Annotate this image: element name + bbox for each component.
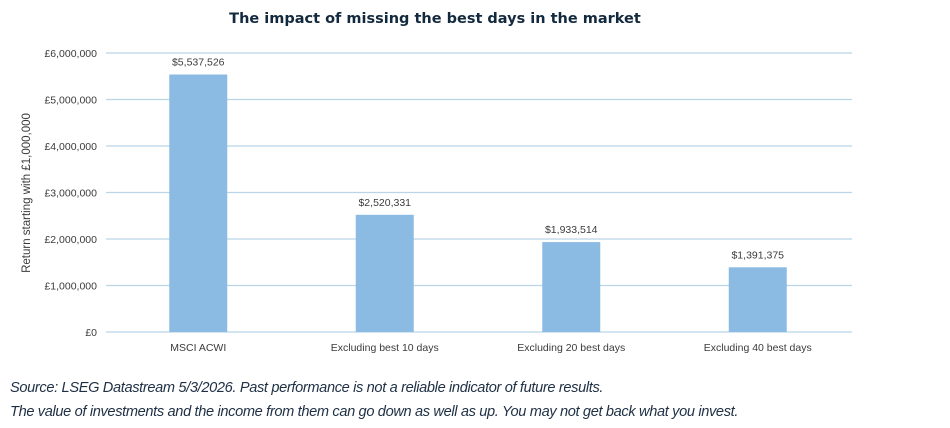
data-label: $5,537,526 — [172, 57, 225, 69]
y-axis-ticks: £0 £1,000,000 £2,000,000 £3,000,000 £4,000,0… — [44, 48, 97, 339]
y-tick-label: £6,000,000 — [44, 48, 97, 60]
source-note: Source: LSEG Datastream 5/3/2026. Past p… — [10, 380, 604, 396]
bar — [542, 242, 601, 332]
x-category-label: Excluding 20 best days — [517, 342, 625, 354]
bar-chart: The impact of missing the best days in t… — [21, 11, 852, 354]
data-label: $2,520,331 — [358, 197, 411, 209]
bar — [169, 74, 228, 333]
x-category-label: Excluding best 10 days — [331, 342, 439, 354]
gridlines — [106, 52, 852, 333]
y-tick-label: £5,000,000 — [44, 95, 97, 107]
chart-title: The impact of missing the best days in t… — [229, 11, 641, 27]
risk-warning: The value of investments and the income … — [10, 404, 739, 420]
x-category-label: MSCI ACWI — [170, 342, 226, 354]
y-tick-label: £1,000,000 — [44, 281, 97, 293]
x-category-label: Excluding 40 best days — [704, 342, 812, 354]
bars — [169, 74, 787, 333]
x-axis-categories: MSCI ACWI Excluding best 10 days Excluding… — [170, 342, 812, 354]
y-axis-label: Return starting with £1,000,000 — [21, 113, 33, 273]
data-label: $1,391,375 — [731, 249, 784, 261]
data-label: $1,933,514 — [545, 224, 598, 236]
data-labels: $5,537,526 $2,520,331 $1,933,514 $1,391,375 — [172, 57, 784, 262]
y-tick-label: £4,000,000 — [44, 141, 97, 153]
y-tick-label: £2,000,000 — [44, 234, 97, 246]
y-tick-label: £3,000,000 — [44, 188, 97, 200]
bar — [355, 214, 414, 332]
y-tick-label: £0 — [85, 327, 97, 339]
bar — [728, 267, 787, 332]
